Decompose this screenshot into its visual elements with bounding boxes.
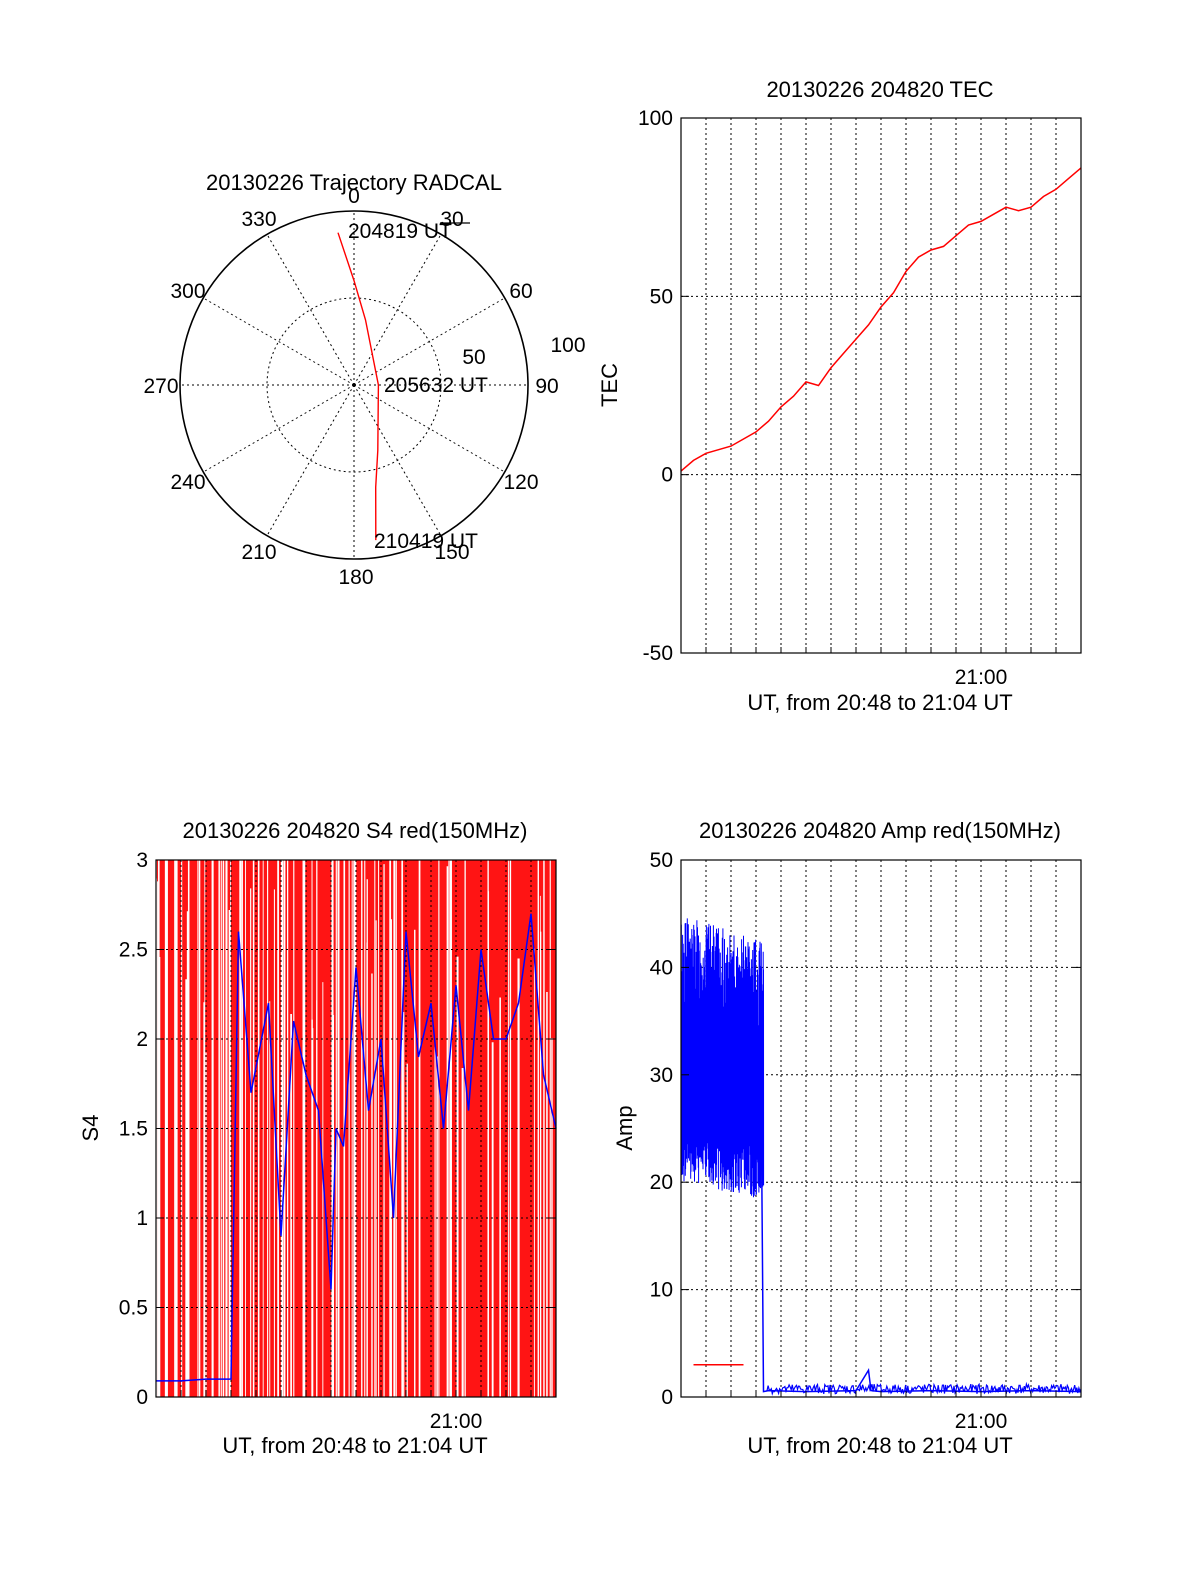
amp-series [680, 1020, 1082, 1393]
s4-series-line-0 [156, 913, 557, 1382]
tec-panel: 20130226 204820 TEC -50 0 50 100 21:00 TEC U… [597, 77, 1082, 715]
polar-spoke [266, 234, 355, 386]
polar-angle-label-270: 270 [143, 375, 178, 398]
polar-angle-labels: 0 30 60 90 120 150 180 210 240 270 300 330 [143, 185, 558, 589]
tec-series-line-0 [680, 167, 1082, 472]
amp-ytick-label: 0 [661, 1386, 673, 1409]
amp-noise-band [680, 918, 1082, 1396]
polar-spoke [353, 297, 505, 386]
amp-ylabel: Amp [612, 1105, 637, 1150]
tec-ylabel: TEC [597, 363, 622, 407]
polar-spoke [353, 384, 505, 473]
tec-ytick-label: 0 [661, 464, 673, 487]
polar-radial-label-50: 50 [462, 346, 485, 369]
s4-grid [156, 860, 556, 1397]
s4-tick-labels: 0 0.5 1 1.5 2 2.5 3 21:00 [119, 849, 556, 1433]
polar-angle-label-60: 60 [509, 280, 532, 303]
polar-angle-label-150: 150 [434, 541, 469, 564]
amp-ytick-label: 20 [650, 1171, 673, 1194]
polar-spoke [353, 234, 442, 386]
polar-radial-label-100: 100 [550, 334, 585, 357]
tec-xtick-label: 21:00 [955, 666, 1008, 689]
s4-title: 20130226 204820 S4 red(150MHz) [183, 818, 528, 843]
s4-ytick-label: 2 [136, 1028, 148, 1051]
polar-angle-label-30: 30 [440, 208, 463, 231]
amp-low-noise-path [765, 1381, 1082, 1396]
polar-angle-label-240: 240 [170, 471, 205, 494]
polar-outer-ring [179, 210, 529, 560]
tec-title: 20130226 204820 TEC [766, 77, 993, 102]
polar-angle-label-300: 300 [170, 280, 205, 303]
amp-series-line-0 [680, 1020, 1082, 1393]
polar-grid [180, 211, 528, 559]
tec-ytick-label: 100 [638, 107, 673, 130]
s4-xtick-label: 21:00 [430, 1410, 483, 1433]
polar-angle-label-330: 330 [241, 208, 276, 231]
tec-ytick-label: -50 [643, 642, 673, 665]
amp-ytick-label: 50 [650, 849, 673, 872]
amp-ytick-label: 40 [650, 956, 673, 979]
amp-panel: 20130226 204820 Amp red(150MHz) 0 10 20 30 4… [612, 818, 1082, 1458]
tec-xlabel: UT, from 20:48 to 21:04 UT [747, 690, 1012, 715]
tec-ytick-label: 50 [650, 285, 673, 308]
amp-tick-labels: 0 10 20 30 40 50 21:00 [650, 849, 1081, 1433]
amp-xlabel: UT, from 20:48 to 21:04 UT [747, 1433, 1012, 1458]
s4-xlabel: UT, from 20:48 to 21:04 UT [222, 1433, 487, 1458]
polar-spoke [203, 384, 355, 473]
s4-ytick-label: 1 [136, 1207, 148, 1230]
polar-angle-label-90: 90 [535, 375, 558, 398]
amp-ytick-label: 30 [650, 1064, 673, 1087]
amp-xtick-label: 21:00 [955, 1410, 1008, 1433]
polar-angle-label-180: 180 [338, 566, 373, 589]
polar-angle-label-210: 210 [241, 541, 276, 564]
polar-trajectory-line [337, 232, 380, 541]
tec-series [680, 167, 1082, 472]
polar-time-mid: 205632 UT [384, 374, 488, 397]
tec-grid [681, 118, 1081, 653]
polar-angle-label-120: 120 [503, 471, 538, 494]
s4-series [156, 913, 557, 1382]
s4-ytick-label: 1.5 [119, 1118, 148, 1141]
s4-ytick-label: 0 [136, 1386, 148, 1409]
s4-ytick-label: 0.5 [119, 1297, 148, 1320]
tec-tick-labels: -50 0 50 100 21:00 [638, 107, 1081, 689]
polar-spoke [266, 384, 355, 536]
polar-trajectory-panel: 20130226 Trajectory RADCAL 0 30 60 90 120 150… [143, 170, 585, 589]
s4-panel: 20130226 204820 S4 red(150MHz) 0 0.5 1 1.5 2… [78, 818, 557, 1458]
s4-ylabel: S4 [78, 1115, 103, 1142]
s4-ytick-label: 3 [136, 849, 148, 872]
s4-ytick-label: 2.5 [119, 939, 148, 962]
polar-title: 20130226 Trajectory RADCAL [206, 170, 502, 195]
polar-time-start: 204819 UT [348, 220, 452, 243]
amp-title: 20130226 204820 Amp red(150MHz) [699, 818, 1061, 843]
polar-spoke [203, 297, 355, 386]
amp-noise-path [680, 918, 765, 1198]
polar-angle-label-0: 0 [348, 185, 360, 208]
amp-ytick-label: 10 [650, 1279, 673, 1302]
polar-time-end: 210419 UT [374, 530, 478, 553]
polar-spoke [353, 384, 442, 536]
